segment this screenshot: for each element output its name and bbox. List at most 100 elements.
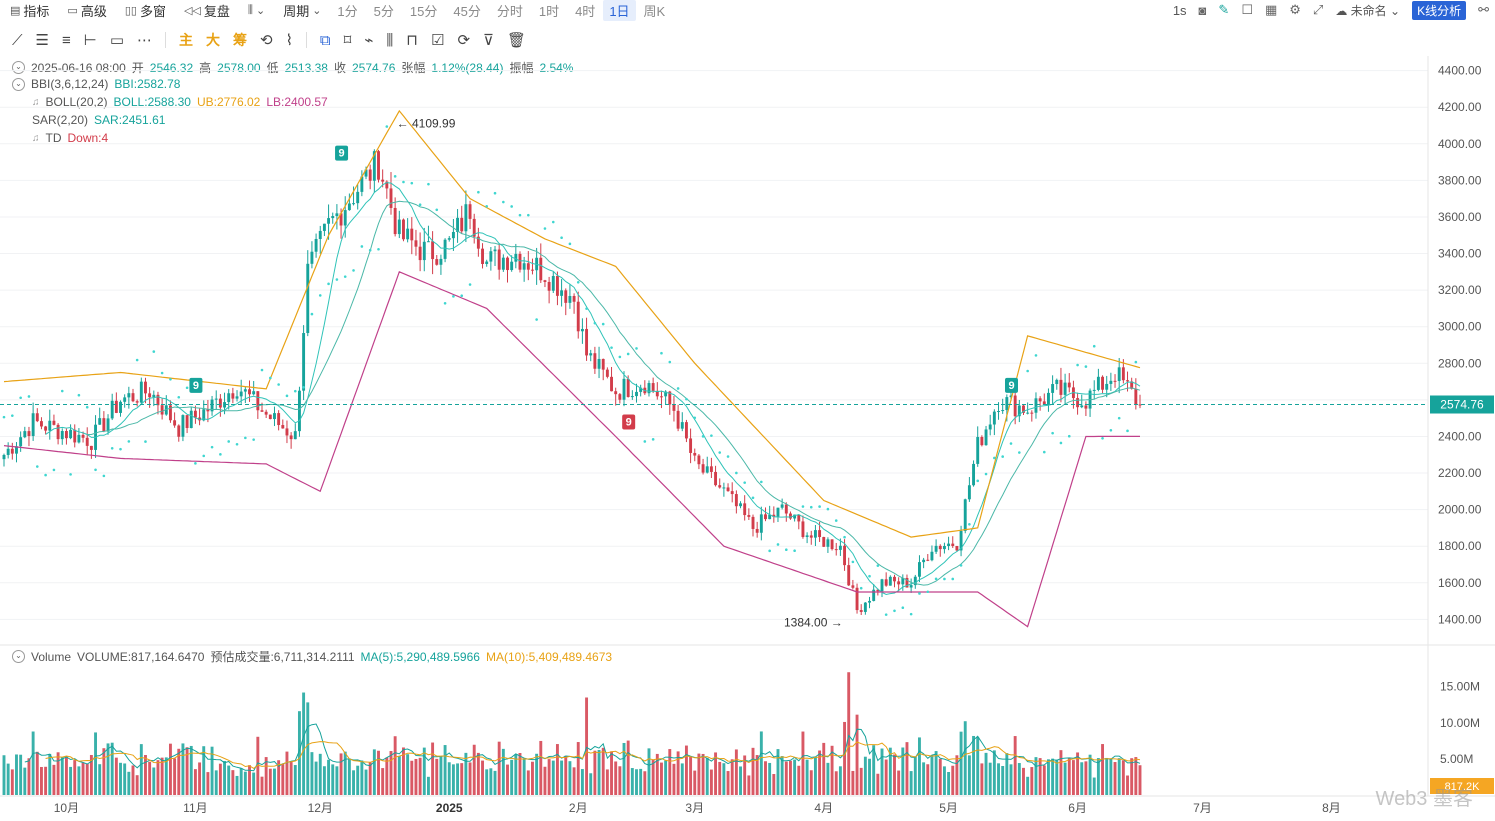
volume-bar [81,762,85,795]
interval-label[interactable]: 1s [1172,2,1187,18]
period-4h[interactable]: 4时 [575,3,596,19]
candle-body [522,263,526,270]
volume-bar [293,765,297,795]
bell-icon[interactable]: ♫ [32,132,40,144]
volume-bar [893,754,896,795]
candle-body [959,530,963,551]
lock-icon[interactable]: ⊓ [406,32,418,49]
volume-bar [181,743,185,795]
trash-icon[interactable]: 🗑 [507,32,527,49]
candle-body [751,516,755,529]
boll-info: ♫ BOLL(20,2) BOLL:2588.30 UB:2776.02 LB:… [32,95,328,109]
collapse-icon[interactable]: ⌄ [12,77,25,91]
candle-body [689,438,693,453]
candle-tool-icon[interactable]: ⫼ [386,31,394,49]
drawing-toolbar: ⟋ ☰ ≡ ⊢ ▭ ⋯ 主 大 筹 ⟲ ⌇ ⧉ ⌑ ⌁ ⫼ ⊓ ☑ ⟳ ⊽ 🗑 [0,28,526,52]
period-45m[interactable]: 45分 [453,3,481,19]
volume-bar [127,771,131,795]
template-icon[interactable]: ▦ [1264,2,1278,17]
multi-window-button[interactable]: ▯▯ 多窗 [124,3,166,19]
layout-dropdown[interactable]: ☁ 未命名 ⌄ [1335,3,1401,18]
main-tool-button[interactable]: 主 [179,32,193,48]
volume-bar [884,759,888,795]
sar-dot [443,301,447,305]
rotate-icon[interactable]: ⟳ [457,32,471,49]
copy-icon[interactable]: ⧉ [319,31,331,49]
volume-bar [360,760,364,795]
candle-body [264,411,268,415]
period-5m[interactable]: 5分 [373,3,394,19]
candle-body [1017,405,1021,417]
candle-body [539,257,543,281]
candle-body [439,258,443,265]
volume-bar [139,744,143,795]
edit-icon[interactable]: ☑ [430,32,445,49]
measure-icon[interactable]: ⟲ [260,32,273,49]
period-15m[interactable]: 15分 [409,3,438,19]
candle-body [189,410,193,429]
td-marker: 9 [338,148,344,160]
fullscreen-icon[interactable]: ⤢ [1312,2,1324,17]
volume-bar [10,769,14,795]
replay-button[interactable]: ◁◁ 复盘 [183,3,230,19]
big-tool-button[interactable]: 大 [206,32,220,48]
comment-icon[interactable]: ☐ [1241,2,1253,17]
volume-bar [992,750,996,795]
gear-icon[interactable]: ⚙ [1289,2,1301,17]
advanced-button[interactable]: ▭ 高级 [67,3,107,19]
period-1h[interactable]: 1时 [538,3,560,19]
camera-icon[interactable]: ◙ [1198,2,1207,18]
sar-dot [110,446,114,450]
volume-bar [780,756,784,795]
chart-type-button[interactable]: ⫼ ⌄ [238,4,273,17]
volume-bar [818,750,822,795]
period-1d[interactable]: 1日 [603,0,636,21]
pencil-icon[interactable]: ✎ [1218,2,1230,17]
channel-tool-icon[interactable]: ≡ [61,31,71,49]
period-dropdown[interactable]: 周期 ⌄ [283,3,322,19]
candle-body [859,610,863,612]
filter-icon[interactable]: ⊽ [483,32,494,49]
volume-bar [535,753,539,795]
candle-body [235,396,239,399]
hline-tool-icon[interactable]: ☰ [35,32,49,49]
share-icon[interactable]: ⚯ [1478,2,1489,17]
sar-dot [102,474,106,478]
period-timeshare[interactable]: 分时 [496,3,523,19]
sar-dot [277,383,280,386]
candle-body [676,410,680,429]
collapse-icon[interactable]: ⌄ [12,61,25,74]
sar-dot [701,435,705,438]
sar-dot [793,549,796,553]
volume-bar [672,763,676,795]
collapse-icon[interactable]: ⌄ [12,650,25,663]
indicators-button[interactable]: ▤ 指标 [10,3,50,19]
candle-body [48,420,52,431]
magnet-icon[interactable]: ⌇ [285,32,293,49]
chips-tool-button[interactable]: 筹 [233,32,247,48]
sar-dot [11,414,14,417]
time-tick-label: 10月 [54,801,79,815]
rect-tool-icon[interactable]: ▭ [109,32,124,49]
period-1m[interactable]: 1分 [337,3,358,19]
kline-analysis-button[interactable]: K线分析 [1412,0,1467,20]
candle-body [605,369,609,377]
volume-bar [160,757,164,795]
line-tool-icon[interactable]: ⟋ [12,31,23,49]
candle-body [360,176,364,192]
sar-dot [884,613,888,616]
volume-bar [843,721,847,795]
brush-icon[interactable]: ⌁ [364,32,374,49]
more-tools-icon[interactable]: ⋯ [137,32,152,49]
candle-body [202,409,206,421]
candle-body [85,437,89,446]
sar-dot [510,205,513,208]
volume-bar [897,770,901,795]
cross-tool-icon[interactable]: ⊢ [83,32,97,49]
period-week[interactable]: 周K [643,3,666,19]
bell-icon[interactable]: ♫ [32,96,40,108]
candle-body [19,437,23,447]
ruler-icon[interactable]: ⌑ [343,32,352,49]
sar-dot [435,208,439,212]
